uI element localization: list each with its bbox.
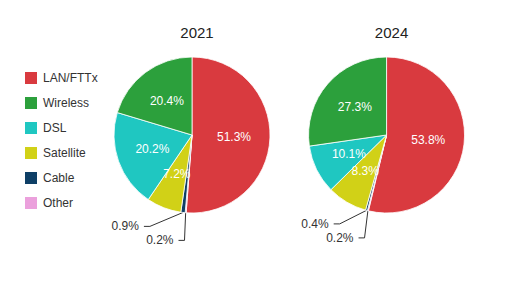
svg-text:51.3%: 51.3% — [217, 130, 251, 144]
svg-text:Other: Other — [43, 196, 73, 210]
svg-text:0.2%: 0.2% — [326, 231, 354, 245]
svg-text:20.4%: 20.4% — [150, 94, 184, 108]
svg-text:Cable: Cable — [43, 171, 75, 185]
svg-text:27.3%: 27.3% — [338, 100, 372, 114]
svg-text:DSL: DSL — [43, 121, 67, 135]
svg-text:53.8%: 53.8% — [411, 133, 445, 147]
svg-text:Satellite: Satellite — [43, 146, 86, 160]
svg-text:0.9%: 0.9% — [112, 219, 140, 233]
svg-text:LAN/FTTx: LAN/FTTx — [43, 71, 98, 85]
svg-text:2021: 2021 — [180, 24, 213, 41]
svg-text:7.2%: 7.2% — [163, 167, 191, 181]
svg-text:0.2%: 0.2% — [146, 233, 174, 247]
svg-text:8.3%: 8.3% — [352, 164, 380, 178]
svg-text:10.1%: 10.1% — [332, 147, 366, 161]
svg-text:0.4%: 0.4% — [301, 217, 329, 231]
svg-text:20.2%: 20.2% — [135, 142, 169, 156]
svg-text:2024: 2024 — [375, 24, 408, 41]
svg-text:Wireless: Wireless — [43, 96, 89, 110]
